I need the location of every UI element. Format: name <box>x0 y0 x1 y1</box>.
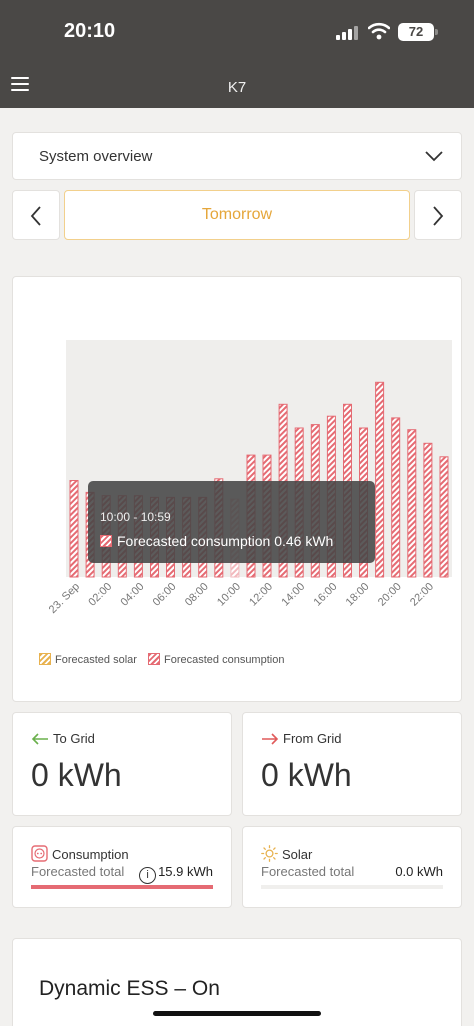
hamburger-menu-icon[interactable] <box>11 77 29 91</box>
consumption-bar[interactable] <box>69 480 79 578</box>
legend-label-consumption: Forecasted consumption <box>164 654 285 666</box>
solar-card[interactable]: Solar Forecasted total 0.0 kWh <box>242 826 462 908</box>
x-tick-label: 22:00 <box>408 581 436 609</box>
arrow-right-icon <box>262 733 279 745</box>
tooltip-value-line: Forecasted consumption 0.46 kWh <box>100 533 333 549</box>
x-tick-label: 20:00 <box>376 581 404 609</box>
forecast-chart[interactable]: 23. Sep 02:00 04:00 06:00 08:00 10:00 12:00 14:… <box>13 277 463 647</box>
to-grid-label-row: To Grid <box>31 731 95 746</box>
consumption-card[interactable]: Consumption Forecasted total i 15.9 kWh <box>12 826 232 908</box>
x-tick-label: 14:00 <box>279 581 307 609</box>
consumption-bar[interactable] <box>391 417 401 578</box>
x-tick-label: 02:00 <box>86 581 114 609</box>
from-grid-label: From Grid <box>283 731 342 746</box>
chart-tooltip: 10:00 - 10:59 Forecasted consumption 0.4… <box>88 481 375 563</box>
app-title: K7 <box>227 79 247 96</box>
sun-icon <box>261 845 278 862</box>
previous-day-button[interactable] <box>12 190 60 240</box>
info-icon[interactable]: i <box>139 867 157 884</box>
tooltip-swatch <box>100 535 112 547</box>
arrow-left-icon <box>31 733 48 745</box>
solar-progress-bar <box>261 885 443 889</box>
consumption-bar[interactable] <box>423 442 433 578</box>
solar-forecast-value: 0.0 kWh <box>395 864 443 879</box>
consumption-forecast-value: 15.9 kWh <box>158 864 213 879</box>
from-grid-card[interactable]: From Grid 0 kWh <box>242 712 462 816</box>
to-grid-card[interactable]: To Grid 0 kWh <box>12 712 232 816</box>
dynamic-ess-title: Dynamic ESS – On <box>39 977 220 1000</box>
x-tick-label: 04:00 <box>119 581 147 609</box>
to-grid-value: 0 kWh <box>31 757 122 793</box>
chevron-left-icon <box>30 206 41 226</box>
next-day-button[interactable] <box>414 190 462 240</box>
x-tick-label: 06:00 <box>151 581 179 609</box>
solar-label: Solar <box>282 847 313 862</box>
x-tick-label: 10:00 <box>215 581 243 609</box>
consumption-progress-bar <box>31 885 213 889</box>
top-bar: 20:10 72 K7 <box>0 0 474 108</box>
day-label-button[interactable]: Tomorrow <box>64 190 410 240</box>
consumption-title-row: Consumption <box>31 845 129 862</box>
x-tick-label: 16:00 <box>312 581 340 609</box>
to-grid-label: To Grid <box>53 731 95 746</box>
consumption-forecast-label: Forecasted total <box>31 864 125 879</box>
consumption-bar[interactable] <box>407 429 417 578</box>
forecast-chart-card: 23. Sep 02:00 04:00 06:00 08:00 10:00 12:00 14:… <box>12 276 462 702</box>
cellular-signal-icon <box>336 24 360 40</box>
legend-swatch-solar <box>39 653 51 665</box>
legend-swatch-consumption <box>148 653 160 665</box>
chart-legend: Forecasted solar Forecasted consumption <box>39 653 292 666</box>
battery-indicator: 72 <box>398 23 434 41</box>
power-socket-icon <box>31 845 48 862</box>
x-tick-label: 08:00 <box>183 581 211 609</box>
status-time: 20:10 <box>64 20 116 42</box>
x-tick-label: 18:00 <box>344 581 372 609</box>
legend-item-solar[interactable]: Forecasted solar <box>39 653 137 666</box>
consumption-label: Consumption <box>52 847 129 862</box>
home-indicator[interactable] <box>153 1011 321 1016</box>
wifi-icon <box>368 22 390 40</box>
chevron-down-icon <box>425 151 443 162</box>
consumption-forecast-value-wrap: i 15.9 kWh <box>139 864 213 884</box>
legend-item-consumption[interactable]: Forecasted consumption <box>148 653 284 666</box>
consumption-forecast-row: Forecasted total i 15.9 kWh <box>31 864 213 884</box>
from-grid-label-row: From Grid <box>261 731 342 746</box>
x-tick-label: 23. Sep <box>47 581 82 616</box>
solar-forecast-label: Forecasted total <box>261 864 355 879</box>
view-selector-dropdown[interactable]: System overview <box>12 132 462 180</box>
solar-title-row: Solar <box>261 845 312 862</box>
consumption-bar[interactable] <box>375 381 385 578</box>
chevron-right-icon <box>433 206 444 226</box>
tooltip-value: Forecasted consumption 0.46 kWh <box>117 533 334 549</box>
solar-forecast-row: Forecasted total 0.0 kWh <box>261 864 443 879</box>
battery-tip <box>435 29 438 35</box>
consumption-bar[interactable] <box>439 456 449 578</box>
legend-label-solar: Forecasted solar <box>55 654 137 666</box>
x-tick-label: 12:00 <box>247 581 275 609</box>
view-selector-value: System overview <box>39 148 153 165</box>
tooltip-time: 10:00 - 10:59 <box>100 510 171 524</box>
from-grid-value: 0 kWh <box>261 757 352 793</box>
